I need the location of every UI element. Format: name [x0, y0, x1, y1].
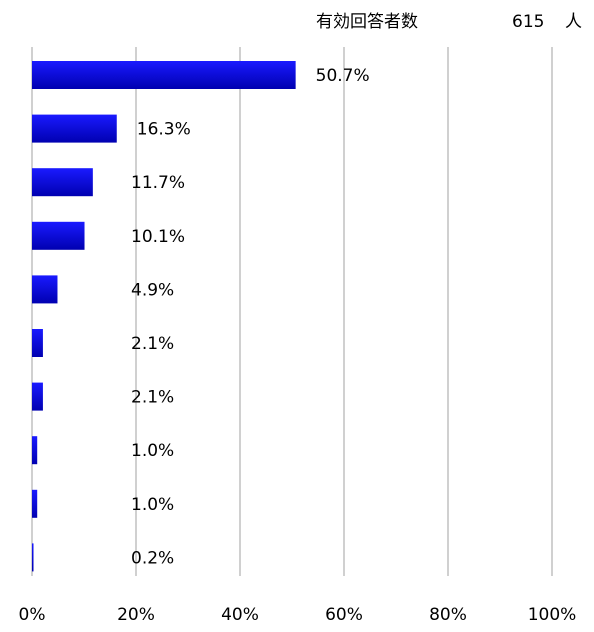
data-label-3: 10.1%	[131, 227, 185, 247]
bar-6	[32, 382, 43, 411]
bar-4	[32, 275, 58, 304]
bars	[32, 61, 296, 572]
x-tick-label-40: 40%	[221, 605, 259, 625]
data-label-2: 11.7%	[131, 173, 185, 193]
x-tick-label-0: 0%	[19, 605, 46, 625]
data-label-8: 1.0%	[131, 495, 174, 515]
x-tick-label-20: 20%	[117, 605, 155, 625]
data-labels: 50.7% 16.3% 11.7% 10.1% 4.9% 2.1% 2.1% 1.0% 1.0%…	[131, 66, 370, 568]
bar-3	[32, 221, 85, 250]
data-label-7: 1.0%	[131, 441, 174, 461]
bar-0	[32, 61, 296, 89]
respondents-header: 有効回答者数 615 人	[316, 12, 582, 32]
gridlines	[31, 47, 553, 576]
data-label-5: 2.1%	[131, 334, 174, 354]
respondents-label: 有効回答者数	[316, 12, 418, 32]
bar-9	[32, 543, 34, 572]
data-label-1: 16.3%	[137, 120, 191, 140]
bar-2	[32, 168, 93, 197]
bar-8	[32, 489, 38, 518]
x-tick-label-60: 60%	[325, 605, 363, 625]
x-tick-label-100: 100%	[528, 605, 577, 625]
x-axis-ticks: 0% 20% 40% 60% 80% 100%	[19, 605, 577, 625]
respondents-unit: 人	[565, 12, 582, 32]
bar-7	[32, 436, 38, 465]
data-label-6: 2.1%	[131, 388, 174, 408]
bar-1	[32, 114, 117, 143]
data-label-0: 50.7%	[316, 66, 370, 86]
respondents-count: 615	[512, 12, 544, 32]
data-label-9: 0.2%	[131, 548, 174, 568]
bar-5	[32, 329, 43, 357]
data-label-4: 4.9%	[131, 280, 174, 300]
x-tick-label-80: 80%	[429, 605, 467, 625]
